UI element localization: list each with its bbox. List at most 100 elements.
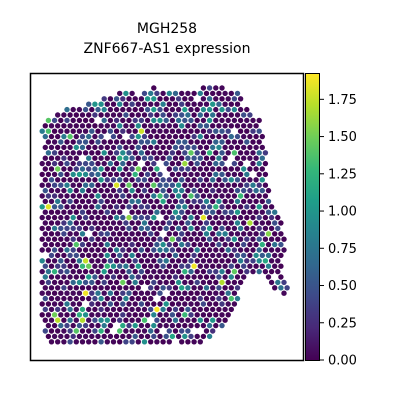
expression-spot: [194, 150, 200, 156]
expression-spot: [135, 220, 141, 226]
expression-spot: [179, 306, 185, 313]
expression-spot: [82, 279, 89, 286]
expression-spot: [262, 236, 269, 242]
expression-spot: [213, 182, 219, 188]
expression-spot: [200, 128, 207, 134]
expression-spot: [210, 187, 216, 194]
expression-spot: [107, 160, 114, 167]
expression-spot: [95, 258, 101, 264]
expression-spot: [138, 106, 145, 113]
expression-spot: [151, 236, 157, 242]
expression-spot: [200, 150, 207, 156]
expression-spot: [76, 236, 83, 242]
expression-spot: [55, 123, 61, 129]
expression-spot: [191, 241, 197, 248]
expression-spot: [61, 317, 67, 323]
expression-spot: [51, 225, 58, 232]
expression-spot: [110, 263, 117, 269]
expression-spot: [259, 133, 265, 140]
expression-spot: [157, 333, 163, 340]
expression-spot: [107, 268, 114, 275]
expression-spot: [203, 328, 210, 334]
expression-spot: [42, 231, 48, 237]
expression-spot: [179, 187, 185, 194]
expression-spot: [188, 225, 194, 232]
expression-spot: [157, 150, 163, 156]
expression-spot: [234, 285, 241, 291]
expression-spot: [148, 285, 154, 291]
expression-spot: [129, 133, 135, 140]
expression-spot: [169, 139, 176, 145]
expression-spot: [144, 333, 151, 340]
expression-spot: [123, 285, 129, 291]
expression-spot: [256, 182, 262, 188]
expression-spot: [79, 339, 86, 345]
expression-spot: [219, 247, 225, 253]
expression-spot: [259, 231, 265, 237]
expression-spot: [163, 160, 169, 167]
expression-spot: [79, 166, 86, 172]
expression-spot: [123, 155, 129, 161]
expression-spot: [250, 268, 256, 275]
expression-spot: [191, 263, 197, 269]
expression-spot: [70, 139, 76, 145]
expression-spot: [237, 117, 244, 124]
expression-spot: [138, 290, 145, 296]
expression-spot: [98, 274, 104, 280]
expression-spot: [172, 231, 179, 237]
expression-spot: [141, 220, 148, 226]
expression-spot: [206, 182, 213, 188]
expression-spot: [203, 155, 210, 161]
expression-spot: [61, 306, 67, 313]
expression-spot: [191, 339, 197, 345]
expression-spot: [104, 295, 111, 302]
expression-spot: [138, 150, 145, 156]
expression-spot: [250, 160, 256, 167]
expression-spot: [154, 177, 160, 183]
expression-spot: [200, 268, 207, 275]
expression-spot: [191, 209, 197, 215]
expression-spot: [206, 96, 213, 102]
expression-spot: [228, 285, 234, 291]
expression-spot: [275, 236, 281, 242]
expression-spot: [132, 279, 138, 286]
expression-spot: [120, 96, 126, 102]
expression-spot: [259, 263, 265, 269]
expression-spot: [76, 268, 83, 275]
expression-spot: [151, 290, 157, 296]
expression-spot: [98, 252, 104, 259]
expression-spot: [64, 333, 70, 340]
expression-spot: [151, 312, 157, 318]
expression-spot: [259, 166, 265, 172]
expression-spot: [73, 166, 80, 172]
expression-spot: [203, 177, 210, 183]
expression-spot: [51, 214, 58, 221]
expression-spot: [197, 306, 203, 313]
expression-spot: [169, 333, 176, 340]
expression-spot: [188, 160, 194, 167]
expression-spot: [135, 339, 141, 345]
expression-spot: [175, 171, 182, 178]
expression-spot: [157, 225, 163, 232]
expression-spot: [219, 106, 225, 113]
expression-spot: [95, 247, 101, 253]
expression-spot: [101, 193, 107, 199]
expression-spot: [247, 155, 253, 161]
expression-spot: [67, 220, 73, 226]
expression-spot: [148, 220, 154, 226]
expression-spot: [98, 187, 104, 194]
expression-spot: [101, 128, 107, 134]
expression-spot: [234, 241, 241, 248]
expression-spot: [70, 150, 76, 156]
expression-spot: [191, 306, 197, 313]
expression-spot: [237, 96, 244, 102]
expression-spot: [61, 198, 67, 205]
expression-spot: [241, 274, 247, 280]
expression-spot: [107, 193, 114, 199]
expression-spot: [259, 209, 265, 215]
expression-spot: [48, 285, 55, 291]
expression-spot: [188, 268, 194, 275]
expression-spot: [55, 187, 61, 194]
expression-spot: [151, 247, 157, 253]
expression-spot: [182, 247, 188, 253]
